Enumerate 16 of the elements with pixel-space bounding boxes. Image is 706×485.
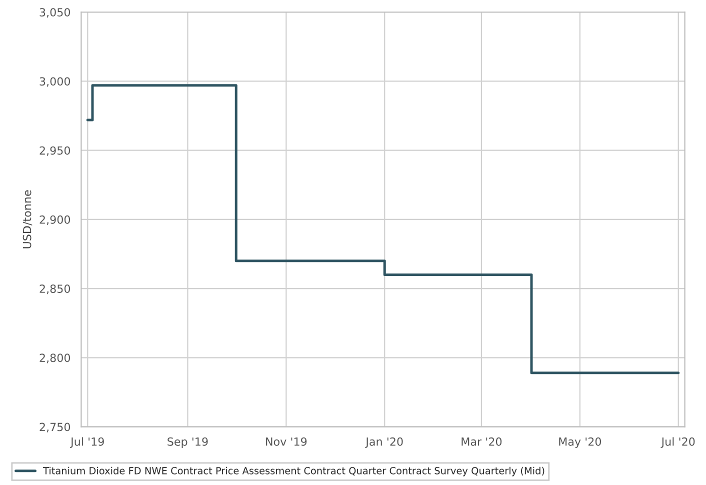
y-tick-label: 2,950 xyxy=(40,146,70,156)
y-tick-label: 2,850 xyxy=(40,284,70,294)
x-tick-label: Jul '20 xyxy=(660,437,695,448)
y-tick-label: 2,900 xyxy=(40,215,70,225)
legend-label: Titanium Dioxide FD NWE Contract Price Assessment Contract Quarter Contract Survey Quarterly (Mid) xyxy=(43,466,544,476)
x-tick-label: May '20 xyxy=(559,437,602,448)
x-tick-label: Mar '20 xyxy=(462,437,502,446)
x-tick-label: Jan '20 xyxy=(365,437,403,448)
y-tick-label: 2,750 xyxy=(40,422,70,432)
y-tick-label: 3,000 xyxy=(40,77,70,87)
y-tick-label: 2,800 xyxy=(40,354,70,364)
x-tick-label: Jul '19 xyxy=(70,437,104,448)
y-tick-label: 3,050 xyxy=(40,8,70,18)
x-tick-label: Sep '19 xyxy=(168,437,208,448)
y-axis-title: USD/tonne xyxy=(22,190,32,248)
x-tick-label: Nov '19 xyxy=(266,437,307,446)
